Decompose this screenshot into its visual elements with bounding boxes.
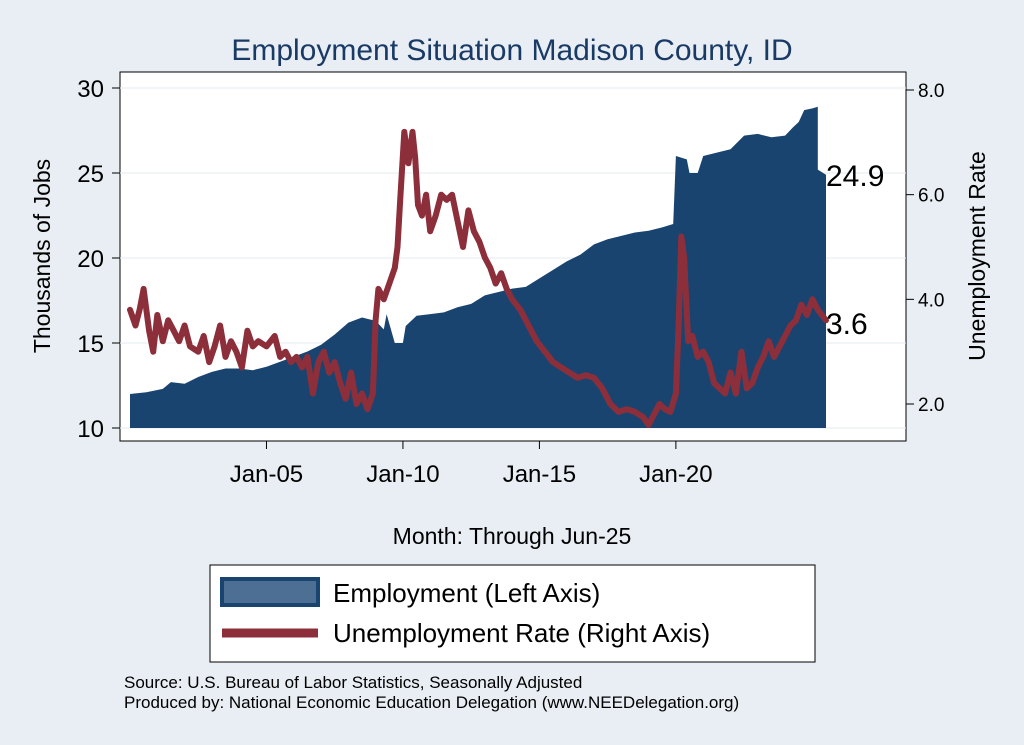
y-left-tick-label: 15 [77,331,104,358]
employment-area [130,106,826,428]
y-axis-right-label: Unemployment Rate [964,151,990,361]
x-tick-label: Jan-10 [366,461,439,488]
legend-swatch-employment [220,577,320,607]
unemployment-line [127,128,829,428]
x-tick-label: Jan-05 [230,461,303,488]
x-axis: Jan-05 Jan-10 Jan-15 Jan-20 [230,441,713,488]
y-right-tick-label: 8.0 [918,81,944,102]
source-line-2: Produced by: National Economic Education… [124,693,739,712]
y-left-tick-label: 30 [77,76,104,103]
employment-end-label: 24.9 [826,160,884,193]
y-right-tick-label: 6.0 [918,186,944,207]
x-tick-label: Jan-20 [639,461,712,488]
y-axis-right: 2.0 4.0 6.0 8.0 [906,81,944,416]
legend-label-employment: Employment (Left Axis) [333,578,600,608]
y-left-tick-label: 25 [77,161,104,188]
y-axis-left: 10 15 20 25 30 [77,76,120,443]
chart-title: Employment Situation Madison County, ID [231,34,792,67]
y-left-tick-label: 10 [77,416,104,443]
legend-label-unemployment: Unemployment Rate (Right Axis) [333,618,710,648]
y-axis-left-label: Thousands of Jobs [29,159,55,353]
x-tick-label: Jan-15 [503,461,576,488]
y-left-tick-label: 20 [77,246,104,273]
source-line-1: Source: U.S. Bureau of Labor Statistics,… [124,673,582,692]
legend: Employment (Left Axis) Unemployment Rate… [209,564,816,663]
y-right-tick-label: 2.0 [918,395,944,416]
y-right-tick-label: 4.0 [918,290,944,311]
unemployment-end-label: 3.6 [826,308,868,341]
x-axis-label: Month: Through Jun-25 [393,523,632,549]
